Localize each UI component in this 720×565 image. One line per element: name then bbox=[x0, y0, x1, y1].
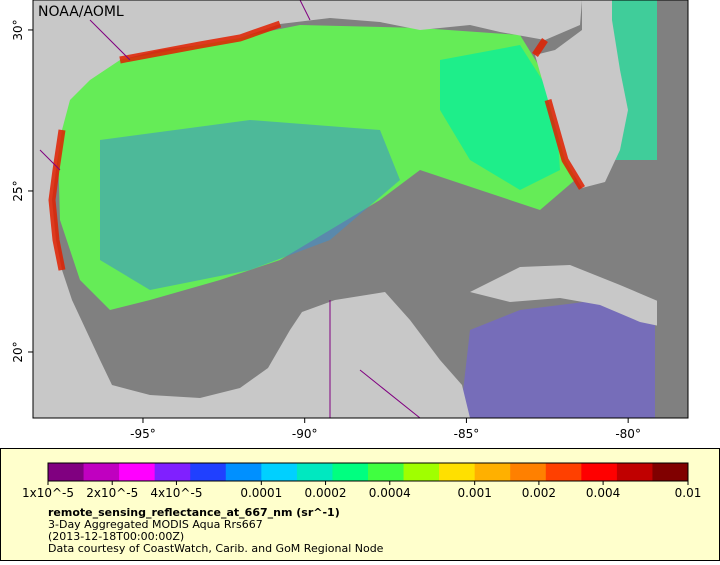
variable-name: remote_sensing_reflectance_at_667_nm (sr… bbox=[48, 506, 340, 519]
x-tick-label: -85° bbox=[454, 427, 480, 441]
borders bbox=[39, 0, 421, 419]
colorbar-tick-label: 0.004 bbox=[586, 486, 620, 500]
colorbar-segment bbox=[510, 463, 547, 481]
colorbar-segment bbox=[261, 463, 298, 481]
colorbar-segment bbox=[403, 463, 440, 481]
ocean-data bbox=[440, 45, 560, 190]
land-mainland bbox=[33, 0, 582, 418]
colorbar-segment bbox=[48, 463, 85, 481]
caption-line: (2013-12-18T00:00:00Z) bbox=[48, 530, 184, 543]
colorbar-segment bbox=[296, 463, 333, 481]
colorbar-segment bbox=[439, 463, 476, 481]
colorbar-segment bbox=[190, 463, 227, 481]
colorbar-tick-label: 0.01 bbox=[675, 486, 702, 500]
colorbar-tick-label: 0.0004 bbox=[369, 486, 411, 500]
caption-line: 3-Day Aggregated MODIS Aqua Rrs667 bbox=[48, 518, 263, 531]
y-tick-label: 25° bbox=[11, 180, 25, 201]
colorbar-tick-label: 4x10^-5 bbox=[150, 486, 202, 500]
map-frame bbox=[32, 0, 689, 419]
colorbar-segment bbox=[225, 463, 262, 481]
x-tick-label: -80° bbox=[615, 427, 641, 441]
land-cuba bbox=[470, 265, 688, 332]
no-data-strip bbox=[657, 0, 688, 418]
colorbar-segment bbox=[119, 463, 156, 481]
colorbar-tick-label: 1x10^-5 bbox=[22, 486, 74, 500]
land-florida bbox=[535, 0, 628, 188]
colorbar-segment bbox=[652, 463, 689, 481]
colorbar-segment bbox=[368, 463, 405, 481]
colorbar-segment bbox=[83, 463, 120, 481]
colorbar-segment bbox=[332, 463, 369, 481]
colorbar-tick-label: 0.002 bbox=[522, 486, 556, 500]
credit: NOAA/AOML bbox=[38, 4, 124, 20]
colorbar-tick-label: 2x10^-5 bbox=[86, 486, 138, 500]
colorbar-segment bbox=[581, 463, 618, 481]
colorbar-tick-label: 0.001 bbox=[457, 486, 491, 500]
y-tick-label: 20° bbox=[11, 341, 25, 362]
caribbean-data bbox=[460, 300, 655, 418]
ocean-data-sparse bbox=[100, 120, 400, 290]
colorbar-segment bbox=[616, 463, 653, 481]
x-tick-label: -90° bbox=[292, 427, 318, 441]
colorbar-segment bbox=[545, 463, 582, 481]
caption-line: Data courtesy of CoastWatch, Carib. and … bbox=[48, 542, 384, 555]
colorbar-tick-label: 0.0001 bbox=[240, 486, 282, 500]
colorbar-segment bbox=[154, 463, 191, 481]
colorbar-frame bbox=[47, 462, 689, 482]
x-tick-label: -95° bbox=[130, 427, 156, 441]
coastal-high-reflectance bbox=[48, 20, 585, 271]
colorbar-segment bbox=[474, 463, 511, 481]
colorbar-tick-label: 0.0002 bbox=[305, 486, 347, 500]
y-tick-label: 30° bbox=[11, 19, 25, 40]
